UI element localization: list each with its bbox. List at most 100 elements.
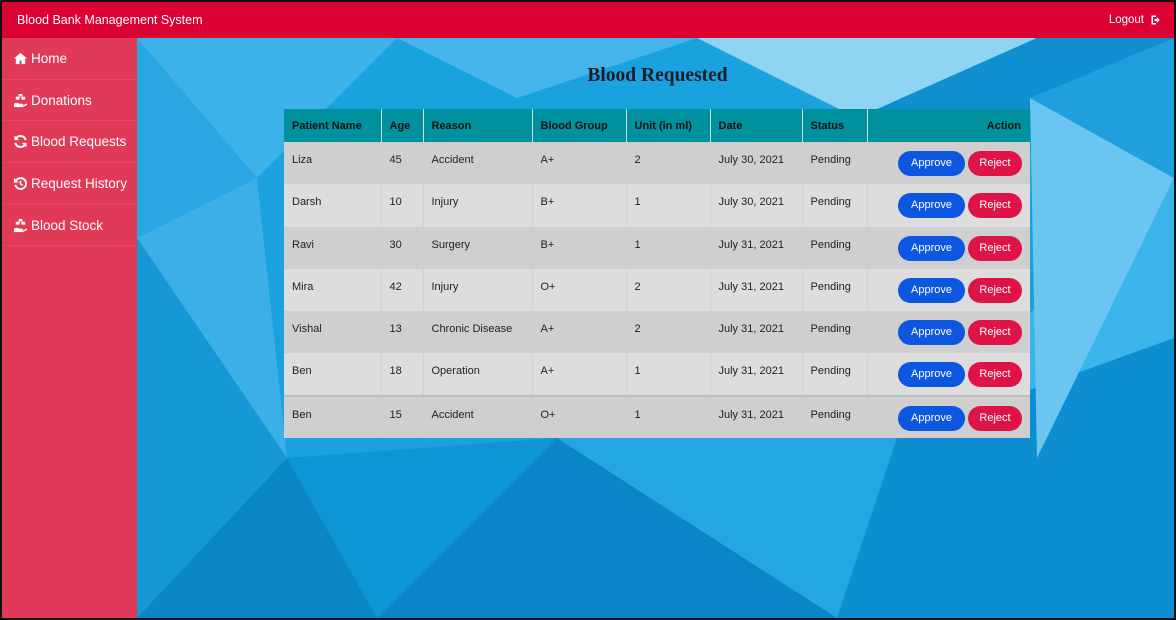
- cell-reason: Accident: [422, 142, 532, 185]
- approve-button[interactable]: Approve: [898, 277, 965, 303]
- app-title[interactable]: Blood Bank Management System: [17, 13, 203, 27]
- approve-button[interactable]: Approve: [898, 235, 965, 261]
- cell-actions: Approve Reject: [866, 311, 1030, 354]
- cell-status: Pending: [801, 184, 867, 227]
- reject-button[interactable]: Reject: [968, 235, 1022, 261]
- cell-actions: Approve Reject: [866, 268, 1030, 312]
- reject-button[interactable]: Reject: [968, 277, 1022, 303]
- main-content: Blood Requested Patient Name Age Reason …: [137, 38, 1174, 618]
- cell-blood-group: B+: [531, 226, 626, 269]
- cell-blood-group: A+: [531, 142, 626, 185]
- top-navbar: Blood Bank Management System Logout: [2, 2, 1174, 38]
- sidebar-item-request-history[interactable]: Request History: [2, 163, 137, 205]
- sidebar-item-home[interactable]: Home: [2, 38, 137, 80]
- table-row: Vishal 13 Chronic Disease A+ 2 July 31, …: [284, 311, 1030, 354]
- column-header-reason: Reason: [422, 109, 532, 142]
- cell-status: Pending: [801, 268, 867, 312]
- approve-button[interactable]: Approve: [898, 320, 965, 346]
- reject-button[interactable]: Reject: [968, 193, 1022, 219]
- cell-age: 13: [380, 311, 423, 354]
- page-title: Blood Requested: [587, 65, 728, 86]
- cell-age: 15: [380, 394, 423, 439]
- column-header-unit: Unit (in ml): [625, 109, 710, 142]
- history-icon: [13, 177, 27, 190]
- table-row: Ravi 30 Surgery B+ 1 July 31, 2021 Pendi…: [284, 226, 1030, 269]
- cell-date: July 31, 2021: [709, 226, 802, 269]
- cell-status: Pending: [801, 226, 867, 269]
- hand-holding-icon: [13, 93, 28, 107]
- column-header-status: Status: [801, 109, 867, 142]
- cell-date: July 30, 2021: [709, 184, 802, 227]
- column-header-patient-name: Patient Name: [284, 109, 381, 142]
- cell-reason: Injury: [422, 184, 532, 227]
- table-row: Ben 18 Operation A+ 1 July 31, 2021 Pend…: [284, 353, 1030, 396]
- sidebar-item-label: Blood Stock: [31, 217, 104, 233]
- cell-unit: 2: [625, 142, 710, 185]
- blood-requests-table: Patient Name Age Reason Blood Group Unit…: [284, 109, 1030, 439]
- cell-date: July 30, 2021: [709, 142, 802, 185]
- cell-reason: Chronic Disease: [422, 311, 532, 354]
- column-header-age: Age: [380, 109, 423, 142]
- reject-button[interactable]: Reject: [968, 405, 1022, 431]
- reject-button[interactable]: Reject: [968, 320, 1022, 346]
- home-icon: [13, 52, 28, 64]
- approve-button[interactable]: Approve: [898, 362, 965, 388]
- table-row: Ben 15 Accident O+ 1 July 31, 2021 Pendi…: [284, 394, 1030, 439]
- column-header-blood-group: Blood Group: [531, 109, 626, 142]
- cell-status: Pending: [801, 311, 867, 354]
- cell-unit: 2: [625, 268, 710, 312]
- cell-patient-name: Liza: [284, 142, 381, 185]
- cell-patient-name: Darsh: [284, 184, 381, 227]
- approve-button[interactable]: Approve: [898, 151, 965, 176]
- cell-actions: Approve Reject: [866, 394, 1030, 439]
- cell-date: July 31, 2021: [709, 311, 802, 354]
- cell-actions: Approve Reject: [866, 226, 1030, 269]
- reject-button[interactable]: Reject: [968, 151, 1022, 176]
- sidebar-item-label: Home: [31, 50, 68, 66]
- reject-button[interactable]: Reject: [968, 362, 1022, 388]
- cell-date: July 31, 2021: [709, 394, 802, 439]
- cell-actions: Approve Reject: [866, 184, 1030, 227]
- cell-actions: Approve Reject: [866, 353, 1030, 396]
- sidebar-item-label: Request History: [31, 175, 128, 191]
- approve-button[interactable]: Approve: [898, 193, 965, 219]
- cell-blood-group: O+: [531, 394, 626, 439]
- cell-age: 45: [380, 142, 423, 185]
- sidebar-item-blood-stock[interactable]: Blood Stock: [2, 205, 137, 247]
- table-row: Mira 42 Injury O+ 2 July 31, 2021 Pendin…: [284, 268, 1030, 312]
- column-header-date: Date: [709, 109, 802, 142]
- cell-patient-name: Ben: [284, 353, 381, 396]
- sidebar-item-label: Donations: [31, 92, 92, 108]
- column-header-action: Action: [866, 109, 1030, 142]
- logout-link[interactable]: Logout: [1109, 14, 1162, 26]
- cell-reason: Operation: [422, 353, 532, 396]
- approve-button[interactable]: Approve: [898, 405, 965, 431]
- cell-unit: 1: [625, 184, 710, 227]
- cell-reason: Surgery: [422, 226, 532, 269]
- sidebar-item-donations[interactable]: Donations: [2, 80, 137, 122]
- cell-blood-group: O+: [531, 268, 626, 312]
- cell-unit: 1: [625, 226, 710, 269]
- cell-status: Pending: [801, 353, 867, 396]
- cell-actions: Approve Reject: [866, 142, 1030, 185]
- cell-age: 10: [380, 184, 423, 227]
- table-row: Darsh 10 Injury B+ 1 July 30, 2021 Pendi…: [284, 184, 1030, 227]
- cell-unit: 1: [625, 353, 710, 396]
- cell-reason: Injury: [422, 268, 532, 312]
- cell-date: July 31, 2021: [709, 268, 802, 312]
- cell-unit: 2: [625, 311, 710, 354]
- cell-blood-group: A+: [531, 311, 626, 354]
- sync-icon: [14, 135, 27, 149]
- cell-status: Pending: [801, 394, 867, 439]
- cell-patient-name: Ravi: [284, 226, 381, 269]
- table-header-row: Patient Name Age Reason Blood Group Unit…: [284, 109, 1030, 142]
- cell-age: 30: [380, 226, 423, 269]
- hand-holding-icon: [13, 218, 28, 232]
- sign-out-icon: [1151, 15, 1160, 25]
- table-row: Liza 45 Accident A+ 2 July 30, 2021 Pend…: [284, 142, 1030, 185]
- sidebar: Home Donations Blood Requests: [2, 38, 137, 618]
- cell-age: 18: [380, 353, 423, 396]
- cell-date: July 31, 2021: [709, 353, 802, 396]
- sidebar-item-blood-requests[interactable]: Blood Requests: [2, 121, 137, 164]
